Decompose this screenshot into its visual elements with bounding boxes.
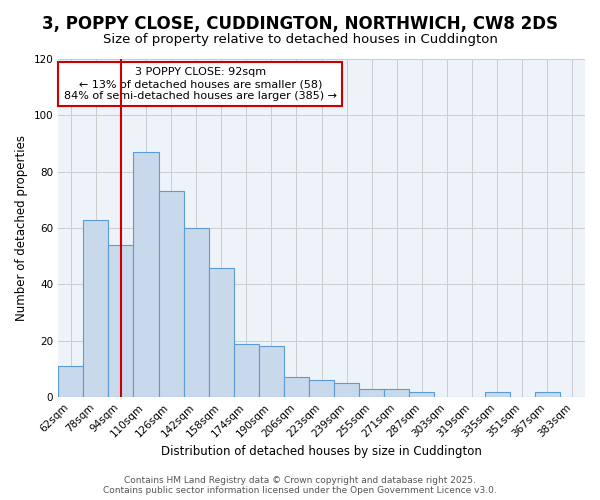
Bar xyxy=(385,389,409,397)
Bar xyxy=(409,392,434,397)
Bar xyxy=(309,380,334,397)
Bar xyxy=(284,378,309,397)
Bar xyxy=(184,228,209,397)
Bar xyxy=(259,346,284,397)
Bar xyxy=(109,245,133,397)
Bar xyxy=(234,344,259,397)
Bar xyxy=(158,192,184,397)
Bar xyxy=(485,392,510,397)
Text: Size of property relative to detached houses in Cuddington: Size of property relative to detached ho… xyxy=(103,32,497,46)
Bar xyxy=(209,268,234,397)
Bar xyxy=(334,383,359,397)
Text: 3, POPPY CLOSE, CUDDINGTON, NORTHWICH, CW8 2DS: 3, POPPY CLOSE, CUDDINGTON, NORTHWICH, C… xyxy=(42,15,558,33)
Bar xyxy=(535,392,560,397)
Bar xyxy=(83,220,109,397)
Bar xyxy=(359,389,385,397)
Bar xyxy=(133,152,158,397)
Bar xyxy=(58,366,83,397)
Text: Contains HM Land Registry data © Crown copyright and database right 2025.
Contai: Contains HM Land Registry data © Crown c… xyxy=(103,476,497,495)
X-axis label: Distribution of detached houses by size in Cuddington: Distribution of detached houses by size … xyxy=(161,444,482,458)
Text: 3 POPPY CLOSE: 92sqm
← 13% of detached houses are smaller (58)
84% of semi-detac: 3 POPPY CLOSE: 92sqm ← 13% of detached h… xyxy=(64,68,337,100)
Y-axis label: Number of detached properties: Number of detached properties xyxy=(15,135,28,321)
